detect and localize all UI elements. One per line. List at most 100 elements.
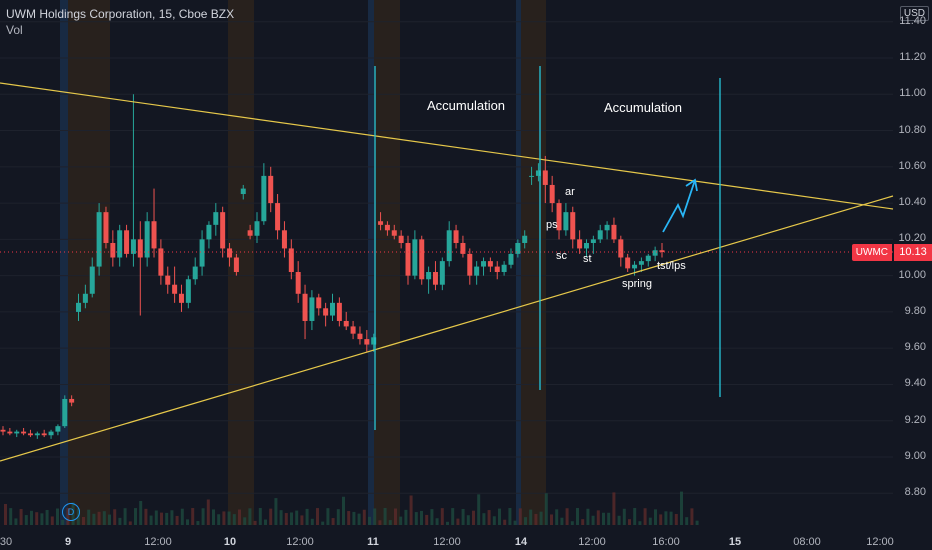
candle-body — [556, 203, 562, 231]
candle-body — [254, 221, 260, 236]
volume-bar — [602, 512, 605, 525]
candle-body — [295, 272, 301, 294]
volume-bar — [508, 508, 512, 525]
volume-bar — [461, 508, 465, 525]
candle-body — [391, 230, 397, 236]
volume-bar — [102, 511, 106, 525]
candle-body — [632, 264, 638, 269]
volume-bar — [555, 509, 559, 525]
volume-bar — [581, 519, 585, 525]
volume-bar — [40, 513, 44, 525]
session-band — [521, 0, 546, 525]
candle-body — [446, 230, 452, 262]
candle-body — [439, 261, 445, 285]
candle-body — [487, 261, 493, 267]
dividend-icon[interactable]: D — [62, 503, 80, 521]
volume-bar — [654, 509, 657, 525]
volume-bar — [544, 493, 548, 525]
price-tick-label: 9.60 — [904, 341, 926, 354]
volume-bar — [336, 509, 340, 525]
volume-bar — [466, 515, 470, 525]
volume-bar — [435, 518, 439, 525]
volume-bar — [316, 508, 319, 525]
volume-bar — [638, 521, 642, 525]
volume-bar — [368, 516, 371, 525]
candle-body — [460, 242, 466, 254]
volume-bar — [326, 508, 330, 525]
volume-bar — [440, 508, 444, 525]
volume-bar — [19, 509, 23, 525]
session-band — [368, 0, 374, 525]
price-tick-label: 9.40 — [904, 377, 926, 390]
upper-trendline — [0, 82, 894, 210]
candle-body — [227, 248, 233, 258]
candle-body — [21, 431, 27, 434]
candle-body — [590, 239, 596, 243]
time-tick-label: 16:00 — [652, 536, 680, 548]
volume-bar — [35, 512, 39, 525]
volume-bar — [295, 510, 299, 525]
volume-bar — [394, 508, 397, 525]
volume-bar — [24, 515, 28, 525]
price-tick-label: 11.20 — [899, 51, 926, 63]
volume-bar — [284, 513, 288, 525]
time-tick-label: 12:00 — [433, 536, 461, 548]
candle-body — [275, 203, 281, 231]
currency-label[interactable]: USD — [899, 6, 929, 21]
candle-body — [535, 170, 541, 176]
candle-body — [515, 242, 521, 254]
time-tick-label: 14 — [514, 536, 528, 548]
candle-body — [110, 242, 116, 258]
volume-bar — [175, 515, 179, 525]
projection-path — [662, 179, 696, 233]
candle-body — [432, 272, 438, 285]
volume-bar — [113, 509, 117, 525]
candle-body — [281, 230, 287, 249]
candle-body — [577, 239, 583, 249]
annotation-sc: sc — [556, 250, 567, 262]
projection-arrowhead — [685, 178, 698, 192]
session-band — [516, 0, 521, 525]
time-tick-label: 12:00 — [866, 536, 894, 548]
price-tick-label: 11.40 — [899, 14, 926, 27]
volume-bar — [248, 508, 252, 525]
candle-body — [384, 224, 390, 231]
volume-bar — [518, 508, 522, 525]
legend-title: UWM Holdings Corporation, 15, Cboe BZX — [6, 7, 235, 21]
volume-bar — [347, 511, 351, 525]
candle-body — [597, 230, 603, 240]
candle-body — [233, 257, 239, 273]
candle-body — [645, 255, 651, 262]
volume-bar — [622, 508, 626, 525]
candle-body — [130, 239, 136, 254]
candle-body — [220, 212, 226, 249]
volume-bar — [362, 509, 366, 525]
candle-body — [185, 279, 191, 303]
volume-bar — [217, 514, 221, 525]
volume-bar — [45, 509, 49, 525]
volume-bar — [279, 510, 283, 525]
candle-body — [55, 426, 61, 432]
last-price-tag: 10.13 — [894, 244, 932, 261]
volume-bar — [685, 517, 689, 525]
volume-bar — [274, 498, 278, 525]
candle-body — [288, 248, 294, 273]
candle-body — [508, 253, 514, 265]
annotation-st: st — [583, 253, 592, 265]
candle-body — [357, 333, 363, 340]
session-band — [60, 0, 68, 525]
volume-bar — [50, 516, 54, 525]
time-tick-label: 15 — [728, 536, 742, 548]
volume-bar — [201, 508, 205, 525]
volume-bar — [9, 508, 13, 525]
annotation-accumulation-1: Accumulation — [427, 98, 506, 113]
volume-bar — [82, 516, 85, 525]
volume-bar — [56, 508, 59, 525]
candle-body — [309, 297, 315, 321]
candle-body — [481, 261, 487, 267]
candle-body — [453, 230, 459, 243]
volume-bar — [30, 510, 33, 525]
candle-body — [178, 293, 184, 303]
volume-bar — [238, 509, 241, 525]
